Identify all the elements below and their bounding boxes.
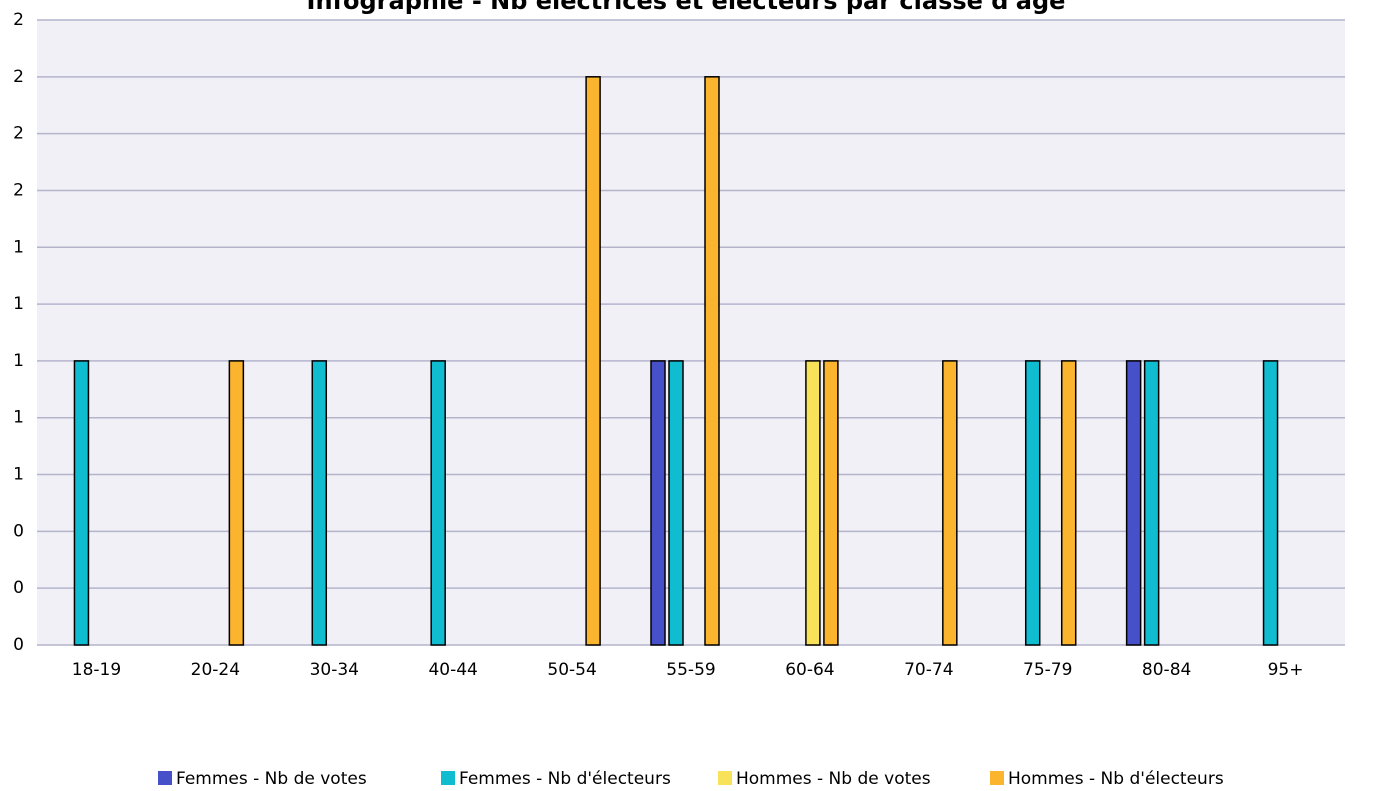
legend-label: Hommes - Nb de votes <box>736 769 931 789</box>
legend-swatch <box>441 771 455 785</box>
bar <box>228 360 245 646</box>
bar <box>1060 360 1077 646</box>
bar <box>1024 360 1041 646</box>
y-tick-label: 1 <box>13 465 24 485</box>
legend-label: Hommes - Nb d'électeurs <box>1008 769 1224 789</box>
legend-label: Femmes - Nb d'électeurs <box>459 769 671 789</box>
legend-swatch <box>990 771 1004 785</box>
legend-swatch <box>158 771 172 785</box>
x-tick-label: 18-19 <box>72 660 121 680</box>
y-tick-label: 1 <box>13 351 24 371</box>
legend-swatch <box>718 771 732 785</box>
bar <box>1125 360 1142 646</box>
x-tick-label: 80-84 <box>1142 660 1191 680</box>
bar <box>650 360 666 646</box>
x-tick-label: 60-64 <box>785 660 834 680</box>
y-tick-label: 1 <box>13 237 24 257</box>
bar <box>668 360 684 646</box>
bar <box>1262 360 1279 646</box>
y-tick-label: 2 <box>13 10 24 30</box>
x-tick-label: 30-34 <box>310 660 359 680</box>
bar <box>1143 360 1160 646</box>
bar <box>942 360 958 646</box>
x-tick-label: 20-24 <box>191 660 240 680</box>
bar <box>585 76 601 646</box>
y-tick-label: 2 <box>13 67 24 87</box>
bar <box>311 360 328 646</box>
bar <box>73 360 90 646</box>
legend-label: Femmes - Nb de votes <box>176 769 367 789</box>
y-tick-label: 2 <box>13 124 24 144</box>
x-tick-label: 75-79 <box>1023 660 1072 680</box>
y-tick-label: 0 <box>13 635 24 655</box>
bar <box>805 360 821 646</box>
bar <box>704 76 720 646</box>
x-tick-label: 40-44 <box>428 660 477 680</box>
y-tick-label: 0 <box>13 521 24 541</box>
x-tick-label: 50-54 <box>547 660 596 680</box>
y-tick-label: 2 <box>13 180 24 200</box>
bar <box>430 360 446 646</box>
x-tick-label: 70-74 <box>904 660 953 680</box>
x-tick-label: 55-59 <box>666 660 715 680</box>
bar <box>823 360 839 646</box>
chart-title: Infographie - Nb électrices et électeurs… <box>307 0 1066 15</box>
y-tick-label: 1 <box>13 408 24 428</box>
y-tick-label: 0 <box>13 578 24 598</box>
y-tick-label: 1 <box>13 294 24 314</box>
x-tick-label: 95+ <box>1268 660 1304 680</box>
